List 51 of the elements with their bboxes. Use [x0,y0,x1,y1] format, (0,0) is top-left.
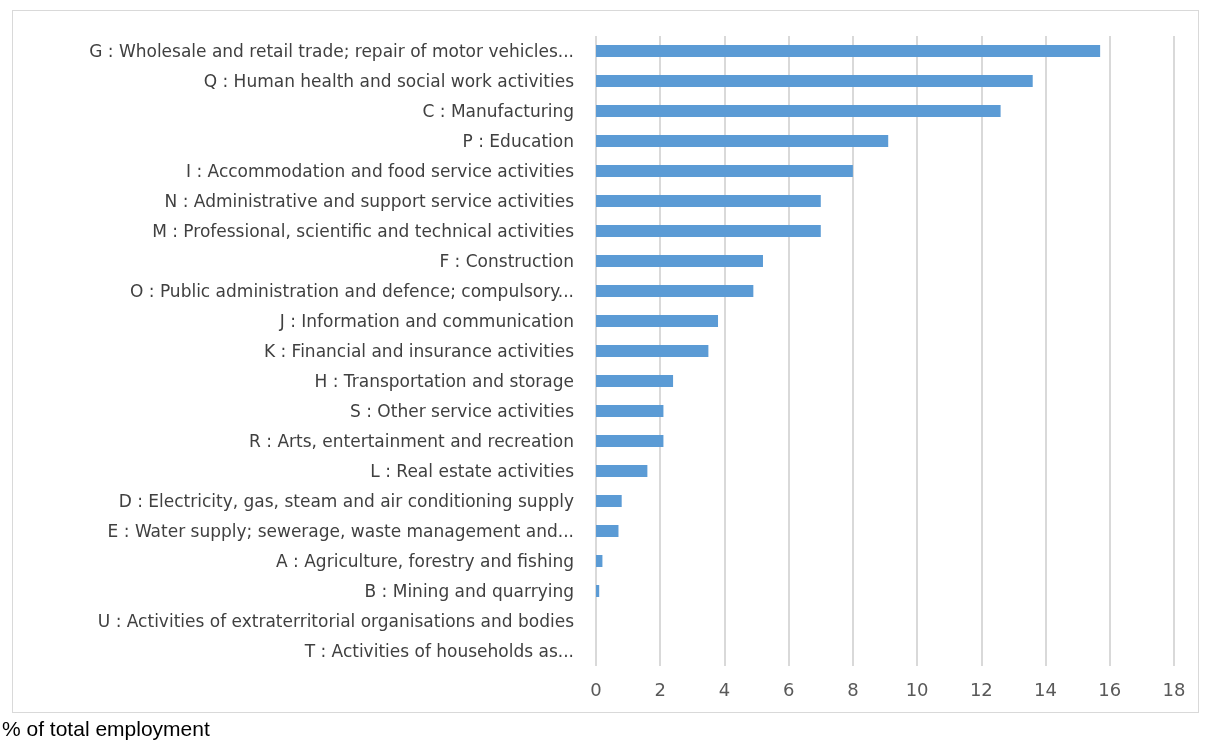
y-tick-label: C : Manufacturing [422,101,574,121]
x-axis-title: % of total employment [2,717,210,741]
bar [596,165,853,177]
bar [596,255,763,267]
bar [596,45,1101,57]
y-tick-label: D : Electricity, gas, steam and air conditioning supply [118,491,574,511]
y-tick-label: L : Real estate activities [370,461,575,481]
y-tick-label: K : Financial and insurance activities [263,341,575,361]
x-tick-label: 0 [590,678,602,700]
y-tick-label: N : Administrative and support service activities [164,191,575,211]
y-tick-label: P : Education [462,131,574,151]
bar [596,495,622,507]
y-tick-label: I : Accommodation and food service activities [186,161,575,181]
bar [596,105,1001,117]
y-tick-label: M : Professional, scientific and technical activities [152,221,575,241]
y-tick-label: R : Arts, entertainment and recreation [249,431,574,451]
y-tick-label: S : Other service activities [350,401,575,421]
y-tick-label: E : Water supply; sewerage, waste management and... [107,521,574,541]
x-tick-label: 4 [718,678,731,700]
x-tick-label: 16 [1098,678,1122,700]
bar [596,375,674,387]
bar [596,75,1033,87]
x-tick-label: 6 [782,678,795,700]
x-tick-label: 18 [1162,678,1186,700]
bar [596,555,603,567]
y-tick-label: F : Construction [439,251,574,271]
bar [596,345,709,357]
bar [596,435,664,447]
y-tick-label: Q : Human health and social work activities [203,71,575,91]
bar [596,195,821,207]
y-tick-label: U : Activities of extraterritorial organisations and bodies [97,611,575,631]
y-tick-label: A : Agriculture, forestry and fishing [276,551,574,571]
x-tick-label: 12 [969,678,993,700]
y-tick-label: B : Mining and quarrying [364,581,574,601]
bar [596,525,619,537]
y-tick-label: T : Activities of households as... [303,641,574,661]
bar [596,465,648,477]
bar [596,405,664,417]
bar [596,315,719,327]
bar [596,225,821,237]
bar [596,285,754,297]
x-tick-label: 14 [1034,678,1058,700]
bar [596,585,600,597]
x-tick-label: 10 [905,678,929,700]
y-tick-label: H : Transportation and storage [314,371,574,391]
y-tick-label: O : Public administration and defence; compulsory... [129,281,574,301]
x-tick-label: 8 [847,678,859,700]
y-tick-label: G : Wholesale and retail trade; repair of motor vehicles... [89,41,574,61]
bar [596,135,889,147]
x-tick-label: 2 [654,678,666,700]
y-tick-label: J : Information and communication [278,311,574,331]
